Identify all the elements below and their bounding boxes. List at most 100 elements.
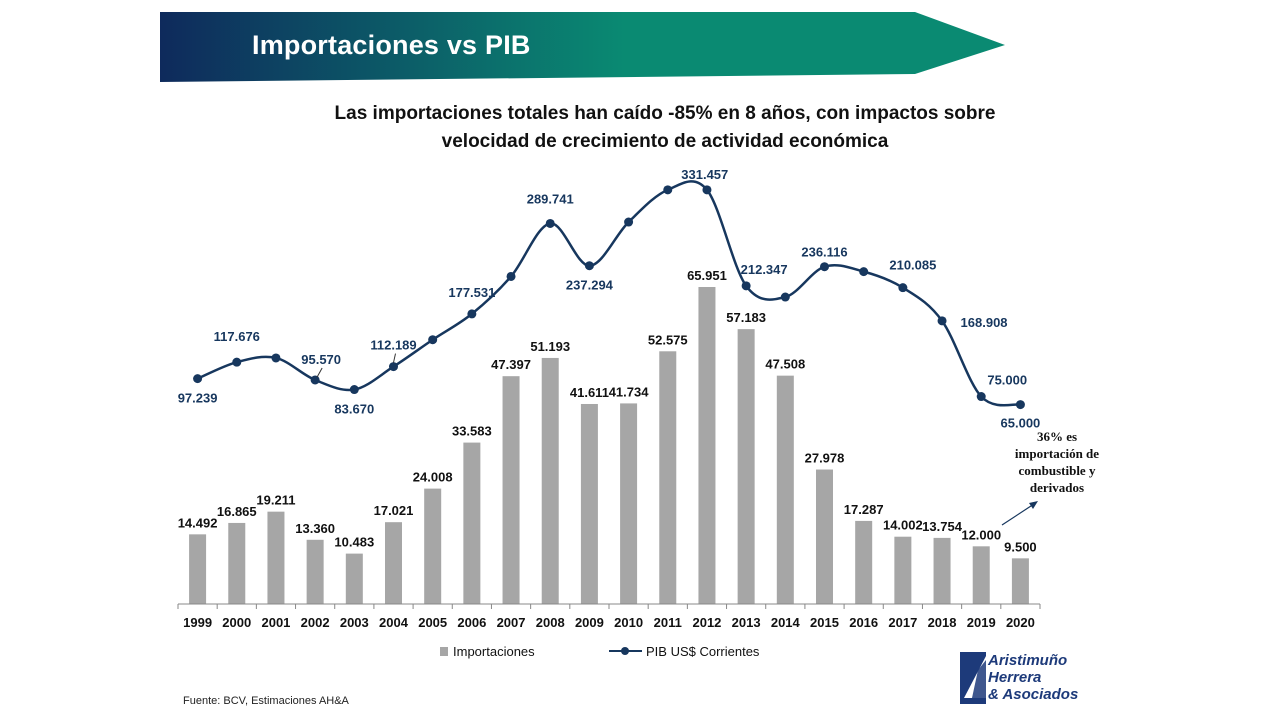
annotation-line-2: importación de xyxy=(1015,446,1099,461)
pib-point-2015 xyxy=(820,262,829,272)
x-tick-label-2007: 2007 xyxy=(497,615,526,630)
bar-2016 xyxy=(855,520,873,604)
logo-line-3: & Asociados xyxy=(988,686,1079,703)
legend-line-label: PIB US$ Corrientes xyxy=(646,644,760,659)
x-tick-label-2017: 2017 xyxy=(888,615,917,630)
pib-label-2019: 75.000 xyxy=(987,373,1027,388)
x-tick-label-2011: 2011 xyxy=(654,615,682,630)
pib-point-2013 xyxy=(741,281,751,291)
bar-label-1999: 14.492 xyxy=(178,515,218,530)
x-tick-label-2005: 2005 xyxy=(418,615,447,630)
annotation: 36% es importación de combustible y derivad… xyxy=(1001,429,1099,526)
chart-title-line-1: Las importaciones totales han caído -85%… xyxy=(334,103,996,124)
pib-label-2013: 212.347 xyxy=(741,262,788,277)
pib-point-2004 xyxy=(389,362,398,372)
leader-2004 xyxy=(393,353,396,363)
x-tick-label-2015: 2015 xyxy=(810,615,839,630)
pib-point-2020 xyxy=(1015,400,1025,410)
logo-line-2: Herrera xyxy=(988,669,1042,686)
pib-point-2008 xyxy=(545,218,555,228)
x-tick-label-2004: 2004 xyxy=(379,615,409,630)
bar-label-2013: 57.183 xyxy=(726,310,766,325)
pib-line-path xyxy=(197,180,1021,407)
x-tick-label-2003: 2003 xyxy=(340,615,369,630)
bar-label-2012: 65.951 xyxy=(687,268,727,283)
bar-label-2009: 41.611 xyxy=(570,385,609,400)
annotation-line-1: 36% es xyxy=(1037,429,1077,444)
x-tick-label-2012: 2012 xyxy=(692,615,721,630)
bar-label-2008: 51.193 xyxy=(530,339,570,354)
legend-line-marker xyxy=(621,647,629,655)
x-tick-label-2002: 2002 xyxy=(301,615,330,630)
pib-point-2006 xyxy=(467,309,477,319)
bar-label-2007: 47.397 xyxy=(491,357,531,372)
pib-label-2000: 117.676 xyxy=(214,329,260,344)
bar-2013 xyxy=(737,329,755,604)
pib-label-2008: 289.741 xyxy=(527,191,574,206)
pib-point-2019 xyxy=(976,392,986,402)
bar-2018 xyxy=(933,537,951,604)
bar-label-2019: 12.000 xyxy=(961,527,1001,542)
pib-label-1999: 97.239 xyxy=(178,391,218,406)
bar-2005 xyxy=(424,488,442,604)
bar-label-2018: 13.754 xyxy=(922,519,963,534)
logo-mark xyxy=(960,652,986,704)
bar-label-2000: 16.865 xyxy=(217,504,257,519)
bar-label-2006: 33.583 xyxy=(452,424,492,439)
bar-label-2001: 19.211 xyxy=(256,493,295,508)
legend-bar-swatch xyxy=(440,647,448,656)
x-tick-label-2010: 2010 xyxy=(614,615,643,630)
bar-series-importaciones xyxy=(189,287,1029,604)
bar-label-2011: 52.575 xyxy=(648,332,688,347)
bar-2019 xyxy=(972,546,990,604)
source-note: Fuente: BCV, Estimaciones AH&A xyxy=(183,695,349,707)
x-tick-label-2000: 2000 xyxy=(222,615,251,630)
pib-label-2009: 237.294 xyxy=(566,278,614,293)
bar-2006 xyxy=(463,442,481,604)
annotation-arrowhead xyxy=(1029,501,1038,509)
pib-label-2006: 177.531 xyxy=(448,285,495,300)
pib-point-2007 xyxy=(506,271,516,281)
pib-point-2009 xyxy=(584,261,594,271)
x-tick-label-2016: 2016 xyxy=(849,615,878,630)
bar-label-2005: 24.008 xyxy=(413,470,453,485)
bar-2014 xyxy=(776,375,794,604)
line-series-pib xyxy=(193,180,1025,410)
bar-2001 xyxy=(267,511,285,604)
bar-2009 xyxy=(580,403,598,604)
annotation-arrow xyxy=(1001,503,1035,526)
bar-2017 xyxy=(894,536,912,604)
bar-2008 xyxy=(541,357,559,604)
pib-point-2001 xyxy=(271,353,281,363)
x-tick-label-2018: 2018 xyxy=(928,615,957,630)
bar-label-2017: 14.002 xyxy=(883,518,923,533)
bar-label-2016: 17.287 xyxy=(844,502,884,517)
pib-point-2017 xyxy=(898,283,908,293)
bar-2010 xyxy=(620,403,638,604)
bar-label-2004: 17.021 xyxy=(374,503,414,518)
bar-2011 xyxy=(659,351,677,604)
x-tick-label-2013: 2013 xyxy=(732,615,761,630)
logo-text: Aristimuño Herrera & Asociados xyxy=(988,652,1078,703)
pib-point-2012 xyxy=(702,185,712,195)
bar-2004 xyxy=(385,522,402,604)
leader-2002 xyxy=(316,367,323,378)
x-tick-label-2014: 2014 xyxy=(771,615,801,630)
x-axis: 1999 2000 2001 2002 2003 2004 2005 2006 2007 2008… xyxy=(177,603,1041,630)
bar-2007 xyxy=(502,376,520,604)
bar-label-2014: 47.508 xyxy=(765,357,805,372)
pib-point-2016 xyxy=(859,267,869,277)
pib-point-2000 xyxy=(232,357,242,367)
logo-line-1: Aristimuño xyxy=(988,652,1068,669)
pib-point-2014 xyxy=(780,292,790,302)
pib-point-2005 xyxy=(428,335,438,345)
pib-label-2011: 331.457 xyxy=(681,167,728,182)
pib-label-2004: 112.189 xyxy=(370,338,416,353)
x-tick-label-2009: 2009 xyxy=(575,615,604,630)
page-title: Importaciones vs PIB xyxy=(252,30,531,60)
x-tick-label-2001: 2001 xyxy=(261,615,290,630)
bar-label-2010: 41.734 xyxy=(609,384,650,399)
bar-1999 xyxy=(189,534,207,604)
bar-label-2003: 10.483 xyxy=(334,535,374,550)
